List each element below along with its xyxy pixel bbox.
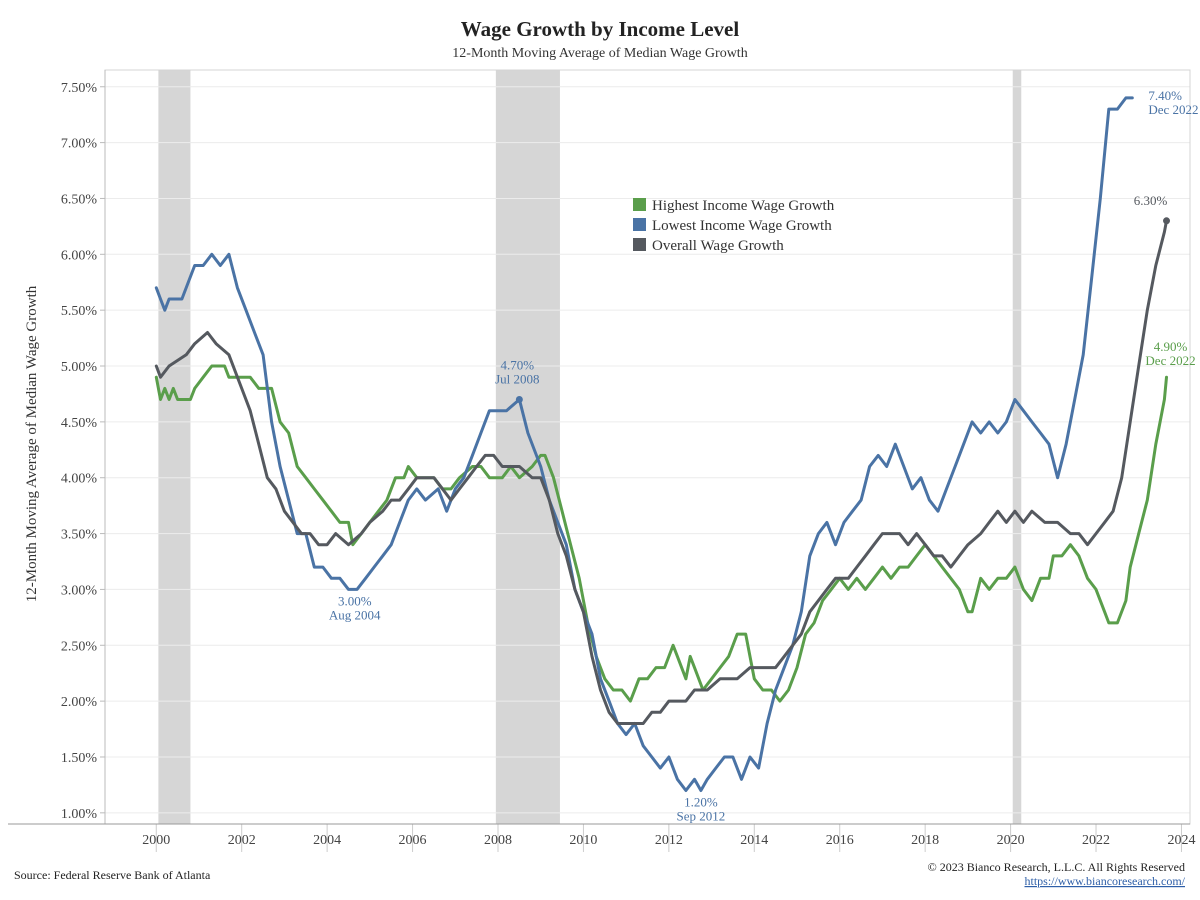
series-line-lowest-income — [154, 96, 1134, 792]
chart-title: Wage Growth by Income Level — [461, 17, 740, 41]
y-tick-label: 4.00% — [61, 472, 98, 487]
x-tick-label: 2000 — [142, 833, 170, 848]
recession-bands — [158, 70, 1022, 824]
annotation-value: 1.20% — [684, 794, 718, 809]
x-tick-label: 2016 — [826, 833, 854, 848]
plot-frame — [104, 69, 1191, 825]
x-tick-label: 2020 — [997, 833, 1025, 848]
series-line-highest-income — [154, 364, 1168, 703]
y-tick-label: 4.50% — [61, 416, 98, 431]
legend-swatch-highest — [633, 198, 646, 211]
legend-swatch-overall — [633, 238, 646, 251]
x-tick-labels: 2000 2002 2004 2006 2008 2010 2012 2014 2016 2018… — [142, 833, 1195, 848]
y-tick-label: 5.00% — [61, 360, 98, 375]
recession-band — [158, 70, 191, 824]
x-tick-label: 2018 — [911, 833, 939, 848]
annotation-value: 4.90% — [1154, 339, 1188, 354]
y-tick-label: 7.50% — [61, 81, 98, 96]
y-tick-label: 6.00% — [61, 248, 98, 263]
x-tick-label: 2006 — [399, 833, 427, 848]
website-link[interactable]: https://www.biancoresearch.com/ — [1024, 874, 1185, 888]
y-tick-labels: 1.00% 1.50% 2.00% 2.50% 3.00% 3.50% 4.00% 4.50%… — [61, 81, 98, 822]
grid-lines — [100, 86, 1190, 852]
x-tick-label: 2012 — [655, 833, 683, 848]
annotation-date: Sep 2012 — [677, 808, 726, 823]
y-tick-label: 3.50% — [61, 528, 98, 543]
y-tick-label: 1.00% — [61, 807, 98, 822]
copyright-note: © 2023 Bianco Research, L.L.C. All Right… — [928, 860, 1185, 874]
legend-swatch-lowest — [633, 218, 646, 231]
annotation-value: 3.00% — [338, 593, 372, 608]
y-tick-label: 3.00% — [61, 583, 98, 598]
legend-label-overall: Overall Wage Growth — [652, 238, 784, 254]
y-tick-label: 2.00% — [61, 695, 98, 710]
chart-subtitle: 12-Month Moving Average of Median Wage G… — [452, 46, 747, 61]
y-tick-label: 5.50% — [61, 304, 98, 319]
x-tick-label: 2010 — [569, 833, 597, 848]
x-tick-label: 2008 — [484, 833, 512, 848]
annotation-date: Dec 2022 — [1145, 353, 1195, 368]
annotation-date: Aug 2004 — [329, 607, 381, 622]
annotation-date: Dec 2022 — [1148, 102, 1198, 117]
annotation-dot — [1163, 217, 1171, 225]
annotation-date: Jul 2008 — [495, 372, 539, 387]
y-tick-label: 2.50% — [61, 639, 98, 654]
x-tick-label: 2002 — [228, 833, 256, 848]
annotation-value: 7.40% — [1148, 88, 1182, 103]
source-note: Source: Federal Reserve Bank of Atlanta — [14, 868, 211, 882]
annotation-value: 4.70% — [501, 358, 535, 373]
legend: Highest Income Wage Growth Lowest Income… — [633, 198, 835, 254]
x-tick-label: 2004 — [313, 833, 341, 848]
series-line-overall — [154, 219, 1168, 725]
x-tick-label: 2014 — [740, 833, 768, 848]
x-tick-label: 2024 — [1167, 833, 1195, 848]
series-lines — [154, 96, 1168, 792]
legend-label-lowest: Lowest Income Wage Growth — [652, 218, 832, 234]
y-tick-label: 7.00% — [61, 137, 98, 152]
annotation-dot — [515, 396, 523, 404]
x-tick-label: 2022 — [1082, 833, 1110, 848]
annotation-value: 6.30% — [1134, 193, 1168, 208]
y-tick-label: 6.50% — [61, 192, 98, 207]
y-tick-label: 1.50% — [61, 751, 98, 766]
legend-label-highest: Highest Income Wage Growth — [652, 198, 835, 214]
recession-band — [495, 70, 560, 824]
y-axis-label: 12-Month Moving Average of Median Wage G… — [24, 285, 40, 602]
recession-band — [1012, 70, 1022, 824]
